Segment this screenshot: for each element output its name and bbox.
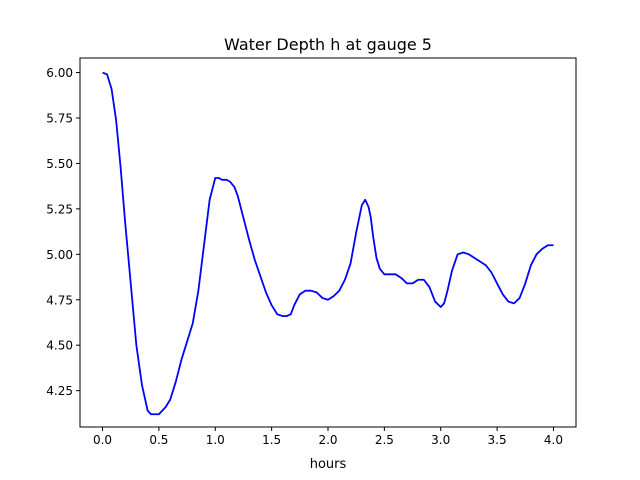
y-axis: 4.25 4.50 4.75 5.00 5.25 5.50 5.75 6.00	[46, 66, 80, 398]
y-tick-label: 5.50	[46, 157, 73, 171]
x-tick-label: 2.0	[318, 433, 337, 447]
x-tick-label: 0.5	[149, 433, 168, 447]
y-tick-label: 4.75	[46, 293, 73, 307]
x-axis: 0.0 0.5 1.0 1.5 2.0 2.5 3.0 3.5 4.0	[93, 427, 563, 447]
y-tick-label: 5.25	[46, 202, 73, 216]
y-tick-label: 6.00	[46, 66, 73, 80]
x-tick-label: 0.0	[93, 433, 112, 447]
chart-title: Water Depth h at gauge 5	[224, 35, 432, 54]
x-tick-label: 1.5	[262, 433, 281, 447]
y-tick-label: 4.50	[46, 339, 73, 353]
y-tick-label: 4.25	[46, 384, 73, 398]
x-tick-label: 3.5	[488, 433, 507, 447]
x-tick-label: 2.5	[375, 433, 394, 447]
x-axis-label: hours	[310, 457, 347, 472]
x-tick-label: 4.0	[544, 433, 563, 447]
series-line	[102, 71, 554, 416]
y-tick-label: 5.75	[46, 111, 73, 125]
x-tick-label: 1.0	[206, 433, 225, 447]
y-tick-label: 5.00	[46, 248, 73, 262]
x-tick-label: 3.0	[431, 433, 450, 447]
